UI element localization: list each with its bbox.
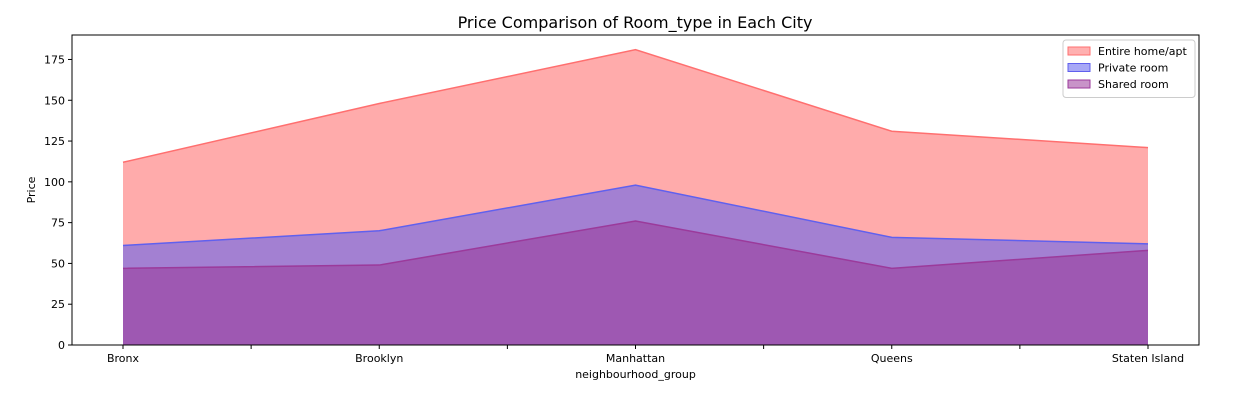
legend-label: Shared room [1098, 78, 1169, 91]
legend-label: Entire home/apt [1098, 45, 1187, 58]
x-tick-label: Brooklyn [355, 352, 403, 365]
line-series-1 [122, 184, 1149, 247]
legend-swatch [1067, 46, 1091, 56]
y-tick-label: 0 [58, 339, 65, 352]
x-tick-label: Manhattan [606, 352, 665, 365]
y-tick-label: 25 [51, 298, 65, 311]
y-axis-label: Price [25, 176, 38, 203]
y-axis-ticks: 0 25 50 75 100 125 150 175 [44, 53, 72, 352]
x-axis-label: neighbourhood_group [575, 368, 696, 381]
legend-box [1062, 39, 1196, 98]
legend-label: Private room [1098, 62, 1168, 75]
legend-swatch [1067, 63, 1091, 72]
y-tick-label: 75 [51, 217, 65, 230]
y-tick-label: 125 [44, 135, 65, 148]
x-tick-label: Staten Island [1112, 352, 1184, 365]
y-tick-label: 150 [44, 94, 65, 107]
y-tick-label: 100 [44, 176, 65, 189]
x-tick-label: Queens [871, 352, 913, 365]
legend: Entire home/apt Private room Shared room [1062, 39, 1196, 98]
area-series-2 [123, 221, 1148, 345]
x-tick-label: Bronx [107, 352, 140, 365]
area-layers [123, 49, 1148, 346]
chart-title: Price Comparison of Room_type in Each Ci… [458, 13, 813, 33]
y-tick-label: 50 [51, 257, 65, 270]
legend-swatch [1067, 79, 1091, 89]
line-series-2 [122, 220, 1149, 270]
y-tick-label: 175 [44, 53, 65, 66]
x-axis-ticks: Bronx Brooklyn Manhattan Queens Staten Islan… [107, 345, 1184, 365]
series-lines [122, 48, 1149, 270]
line-series-0 [122, 48, 1149, 163]
